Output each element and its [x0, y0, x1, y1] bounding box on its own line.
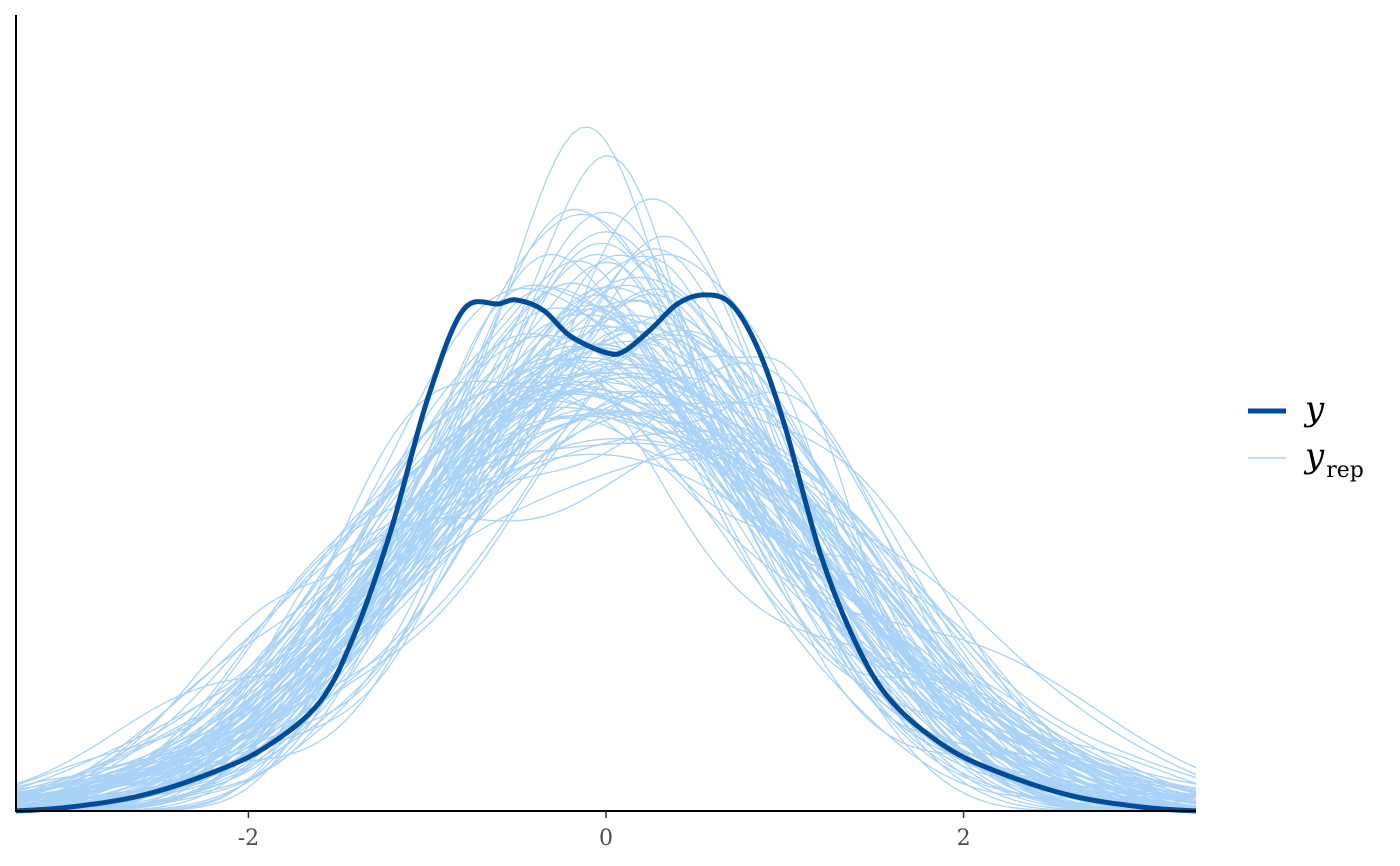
yrep-series-group [15, 126, 1197, 812]
y-curve [15, 292, 1197, 814]
legend-label-y: y [1303, 389, 1325, 429]
yrep-curve [15, 391, 1197, 809]
yrep-curve [15, 448, 1197, 790]
y-series-group [15, 292, 1197, 814]
yrep-curve [15, 390, 1197, 801]
yrep-curve [15, 324, 1197, 811]
yrep-curve [16, 260, 1196, 812]
yrep-curve [15, 385, 1197, 812]
legend-label-yrep: yrep [1303, 436, 1364, 483]
yrep-curve [16, 288, 1196, 812]
legend: y yrep [1248, 389, 1364, 483]
yrep-curve [16, 154, 1196, 812]
yrep-curve [15, 314, 1197, 803]
yrep-curve [15, 334, 1197, 811]
yrep-curve [15, 313, 1197, 812]
yrep-curve [15, 287, 1197, 811]
yrep-curve [15, 393, 1197, 809]
yrep-curve [15, 329, 1197, 812]
x-tick-label: 2 [957, 826, 971, 851]
yrep-curve [15, 363, 1197, 810]
yrep-curve [16, 284, 1197, 812]
yrep-curve [15, 391, 1197, 798]
yrep-curve [15, 372, 1197, 810]
yrep-curve [15, 398, 1197, 812]
yrep-curve [15, 276, 1197, 812]
x-axis-ticks: -2 0 2 [238, 811, 971, 851]
yrep-curve [15, 242, 1197, 811]
yrep-curve [16, 282, 1197, 812]
yrep-curve [15, 340, 1197, 809]
x-tick-label: 0 [599, 826, 613, 851]
yrep-curve [15, 332, 1197, 795]
x-tick-label: -2 [238, 826, 259, 851]
yrep-curve [16, 126, 1196, 812]
yrep-curve [15, 293, 1197, 795]
